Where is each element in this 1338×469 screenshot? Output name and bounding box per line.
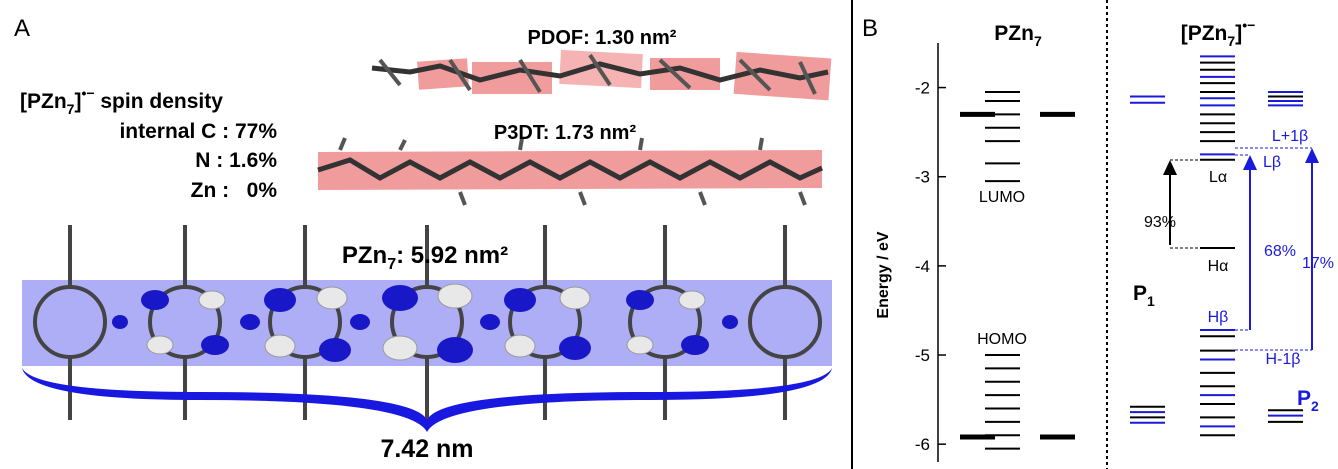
text: ] <box>1235 22 1242 45</box>
annotation: L+1β <box>1272 128 1308 145</box>
annotation: Hα <box>1208 258 1229 275</box>
annotation: Lβ <box>1263 154 1281 171</box>
text: 7 <box>67 101 75 117</box>
annotation: H-1β <box>1266 351 1301 368</box>
spin-row: internal C : 77% <box>119 120 277 143</box>
annotation: HOMO <box>977 331 1027 348</box>
pzn-label: PZn7: 5.92 nm² <box>342 242 508 273</box>
column-title: PZn7 <box>994 22 1042 49</box>
text: spin density <box>95 90 224 113</box>
pdof-molecule <box>372 50 831 101</box>
annotation: LUMO <box>979 189 1025 206</box>
text: 1 <box>1147 293 1155 309</box>
text: 7 <box>1034 33 1042 49</box>
y-tick-label: -6 <box>915 435 930 454</box>
spin-row: Zn : 0% <box>191 179 278 202</box>
text: 7 <box>1227 33 1235 49</box>
panel-label: A <box>14 15 30 42</box>
length-label: 7.42 nm <box>380 435 473 463</box>
text: PZn <box>994 22 1034 45</box>
spin-title: [PZn7]•− spin density <box>20 85 223 117</box>
annotation: 93% <box>1144 214 1176 231</box>
annotation: 68% <box>1264 243 1296 260</box>
y-tick-label: -5 <box>915 346 930 365</box>
p3dt-molecule <box>318 138 822 205</box>
annotation: P1 <box>1133 282 1155 309</box>
p3dt-label: P3DT: 1.73 nm² <box>494 122 637 144</box>
text: 2 <box>1311 398 1319 414</box>
spin-row: N : 1.6% <box>195 149 277 172</box>
y-axis-label: Energy / eV <box>875 231 892 318</box>
panel-label: B <box>862 15 878 42</box>
y-tick-label: -3 <box>915 168 930 187</box>
text: [PZn <box>20 90 67 113</box>
annotation: Lα <box>1209 169 1227 186</box>
text: ] <box>74 90 81 113</box>
text: 7 <box>387 256 396 273</box>
y-tick-label: -2 <box>915 79 930 98</box>
annotation: 17% <box>1302 255 1334 272</box>
text: P <box>1297 387 1311 410</box>
text: •− <box>81 85 94 101</box>
annotation: Hβ <box>1208 309 1229 326</box>
text: PZn <box>342 242 387 269</box>
pdof-label: PDOF: 1.30 nm² <box>528 27 677 49</box>
text: P <box>1133 282 1147 305</box>
text: : 5.92 nm² <box>396 242 508 269</box>
y-tick-label: -4 <box>915 257 930 276</box>
text: [PZn <box>1181 22 1228 45</box>
figure: A [PZn7]•− spin density internal C : 77%… <box>0 0 1338 469</box>
text: •− <box>1242 17 1255 33</box>
column-title: [PZn7]•− <box>1181 17 1256 49</box>
